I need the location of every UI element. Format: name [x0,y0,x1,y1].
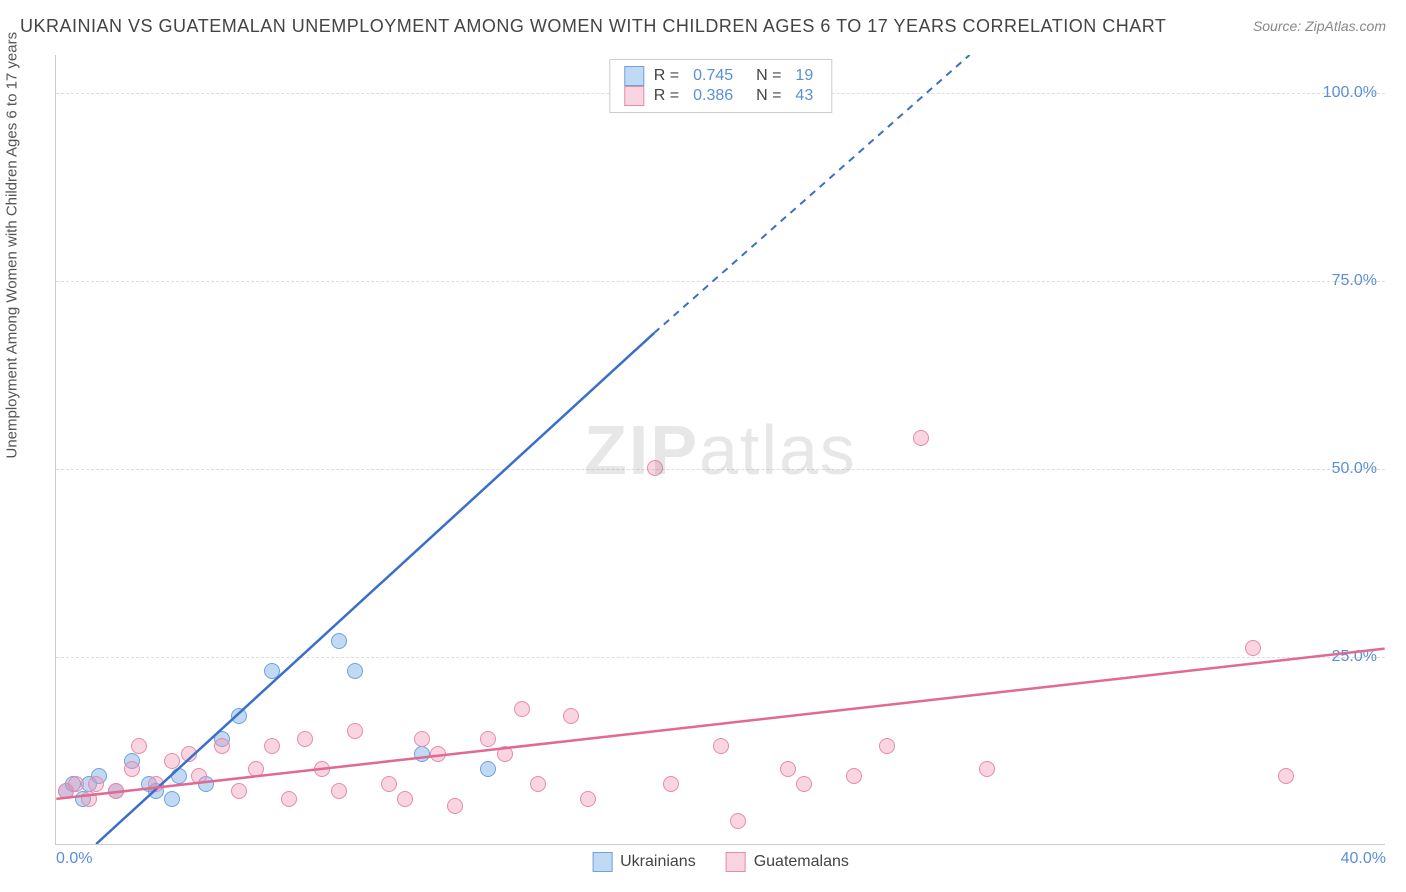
data-point [530,776,546,792]
n-value-guatemalans: 43 [791,87,817,105]
x-tick-label: 0.0% [56,850,92,868]
data-point [447,798,463,814]
data-point [88,776,104,792]
data-point [780,761,796,777]
data-point [663,776,679,792]
chart-plot-area: ZIPatlas R = 0.745 N = 19 R = 0.386 N = … [55,55,1385,845]
data-point [297,731,313,747]
data-point [314,761,330,777]
legend-label: Guatemalans [754,853,849,871]
x-tick-label: 40.0% [1341,850,1386,868]
legend-row-guatemalans: R = 0.386 N = 43 [624,86,817,106]
y-tick-label: 25.0% [1332,648,1377,666]
data-point [563,708,579,724]
legend-row-ukrainians: R = 0.745 N = 19 [624,66,817,86]
n-value-ukrainians: 19 [791,67,817,85]
data-point [81,791,97,807]
y-axis-label: Unemployment Among Women with Children A… [4,32,21,459]
data-point [108,783,124,799]
regression-lines [56,55,1385,844]
r-label: R = [654,67,679,85]
r-value-ukrainians: 0.745 [689,67,737,85]
data-point [647,460,663,476]
data-point [347,723,363,739]
n-label: N = [747,87,781,105]
watermark-bold: ZIP [584,411,699,489]
data-point [248,761,264,777]
data-point [231,783,247,799]
data-point [381,776,397,792]
n-label: N = [747,67,781,85]
series-legend: Ukrainians Guatemalans [592,852,849,872]
correlation-legend: R = 0.745 N = 19 R = 0.386 N = 43 [609,59,832,113]
data-point [846,768,862,784]
data-point [214,738,230,754]
data-point [331,783,347,799]
data-point [414,746,430,762]
data-point [231,708,247,724]
legend-label: Ukrainians [620,853,696,871]
data-point [514,701,530,717]
r-label: R = [654,87,679,105]
data-point [131,738,147,754]
data-point [580,791,596,807]
data-point [730,813,746,829]
data-point [414,731,430,747]
data-point [979,761,995,777]
data-point [264,738,280,754]
data-point [1245,640,1261,656]
legend-swatch-pink [624,86,644,106]
gridline [56,657,1385,658]
data-point [347,663,363,679]
y-tick-label: 75.0% [1332,272,1377,290]
data-point [497,746,513,762]
data-point [480,731,496,747]
data-point [164,791,180,807]
data-point [879,738,895,754]
gridline [56,469,1385,470]
data-point [1278,768,1294,784]
legend-swatch-blue [592,852,612,872]
data-point [191,768,207,784]
legend-swatch-blue [624,66,644,86]
data-point [480,761,496,777]
gridline [56,281,1385,282]
legend-swatch-pink [726,852,746,872]
data-point [124,761,140,777]
data-point [264,663,280,679]
data-point [164,753,180,769]
source-attribution: Source: ZipAtlas.com [1253,18,1386,34]
legend-item-guatemalans: Guatemalans [726,852,849,872]
data-point [331,633,347,649]
data-point [913,430,929,446]
data-point [430,746,446,762]
legend-item-ukrainians: Ukrainians [592,852,696,872]
data-point [148,776,164,792]
r-value-guatemalans: 0.386 [689,87,737,105]
data-point [796,776,812,792]
y-tick-label: 100.0% [1323,84,1377,102]
data-point [281,791,297,807]
data-point [68,776,84,792]
data-point [397,791,413,807]
data-point [713,738,729,754]
y-tick-label: 50.0% [1332,460,1377,478]
watermark: ZIPatlas [584,410,857,490]
chart-title: UKRAINIAN VS GUATEMALAN UNEMPLOYMENT AMO… [20,16,1166,37]
watermark-light: atlas [699,411,857,489]
data-point [181,746,197,762]
data-point [171,768,187,784]
